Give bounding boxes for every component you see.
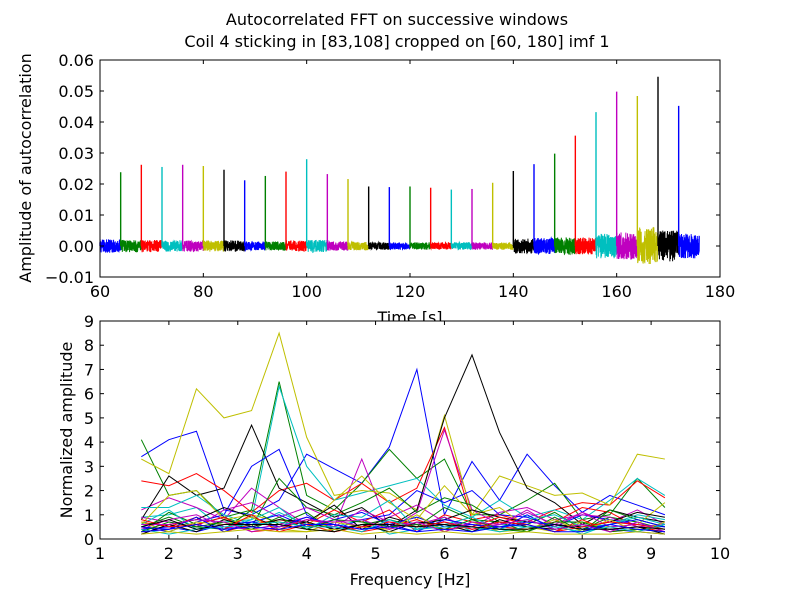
bottom-y-tick-label: 2	[84, 482, 94, 501]
fft-spectrum-line-13	[140, 475, 666, 533]
autocorrelation-window-6	[202, 239, 225, 252]
autocorrelation-window-19	[471, 242, 494, 250]
top-x-tick-label: 100	[291, 282, 322, 301]
top-x-tick-label: 80	[193, 282, 213, 301]
top-y-tick-label: 0.06	[58, 51, 94, 70]
top-y-axis-label: Amplitude of autocorrelation	[16, 53, 35, 282]
bottom-y-tick-label: 8	[84, 336, 94, 355]
bottom-x-tick-label: 6	[439, 544, 449, 563]
autocorrelation-window-22	[533, 236, 556, 256]
bottom-x-tick-label: 1	[95, 544, 105, 563]
autocorrelation-window-28	[657, 230, 680, 262]
bottom-y-axis-label: Normalized amplitude	[57, 342, 76, 519]
autocorrelation-window-17	[430, 241, 452, 251]
top-x-tick-label: 160	[601, 282, 632, 301]
fft-spectrum-line-6	[141, 331, 665, 516]
fft-spectrum-line-27	[141, 528, 665, 535]
fft-spectrum-line-7	[140, 353, 665, 528]
fft-spectrum-line-29	[141, 523, 665, 533]
bottom-plot-background	[100, 321, 720, 539]
autocorrelation-window-27	[636, 226, 659, 264]
top-x-tick-label: 60	[90, 282, 110, 301]
top-y-tick-label: 0.04	[58, 113, 94, 132]
autocorrelation-window-21	[512, 238, 535, 255]
top-x-tick-label: 120	[395, 282, 426, 301]
bottom-y-tick-label: 4	[84, 433, 94, 452]
autocorrelation-window-7	[223, 240, 246, 252]
bottom-plot-series	[140, 331, 666, 535]
top-plot-frame	[99, 59, 721, 278]
autocorrelation-window-8	[244, 240, 266, 253]
fft-spectrum-line-25	[141, 519, 666, 535]
autocorrelation-window-16	[409, 241, 432, 250]
top-subplot: 60 80 100 120 140 160 180 −0.01 0.00 0.01 0.02 0.03…	[16, 51, 735, 327]
autocorrelation-window-18	[450, 240, 473, 251]
top-x-tick-label: 180	[705, 282, 736, 301]
autocorrelation-window-15	[388, 242, 411, 251]
autocorrelation-window-9	[264, 241, 287, 251]
fft-spectrum-line-28	[141, 519, 665, 533]
top-y-tick-label: 0.03	[58, 144, 94, 163]
autocorrelation-window-3	[140, 239, 163, 253]
top-y-tick-label: 0.02	[58, 175, 94, 194]
bottom-x-tick-label: 3	[233, 544, 243, 563]
fft-spectrum-line-8	[141, 448, 665, 533]
bottom-y-tick-label: 3	[84, 457, 94, 476]
top-y-tick-label: 0.01	[58, 206, 94, 225]
autocorrelation-window-23	[554, 237, 576, 256]
autocorrelation-window-11	[306, 239, 328, 254]
bottom-x-tick-label: 10	[710, 544, 730, 563]
fft-spectrum-line-1	[141, 367, 666, 517]
bottom-y-tick-label: 6	[84, 385, 94, 404]
top-plot-ticks: 60 80 100 120 140 160 180 −0.01 0.00 0.01 0.02 0.03…	[45, 51, 735, 301]
autocorrelation-window-12	[326, 239, 349, 251]
bottom-x-tick-label: 9	[646, 544, 656, 563]
autocorrelation-window-20	[492, 242, 514, 251]
top-y-tick-label: −0.01	[45, 268, 94, 287]
autocorrelation-window-13	[347, 240, 370, 251]
autocorrelation-window-14	[368, 240, 390, 251]
chart-title-line2: Coil 4 sticking in [83,108] cropped on […	[184, 32, 609, 51]
bottom-x-tick-label: 5	[370, 544, 380, 563]
top-x-tick-label: 140	[498, 282, 529, 301]
top-y-tick-label: 0.00	[58, 237, 94, 256]
bottom-y-tick-label: 1	[84, 506, 94, 525]
top-plot-series	[99, 76, 700, 264]
bottom-y-tick-label: 9	[84, 312, 94, 331]
autocorrelation-window-10	[285, 240, 308, 253]
autocorrelation-window-5	[182, 239, 204, 253]
autocorrelation-window-25	[595, 233, 618, 259]
bottom-plot-frame	[99, 320, 721, 540]
bottom-x-tick-label: 4	[302, 544, 312, 563]
autocorrelation-window-24	[574, 237, 597, 255]
autocorrelation-window-29	[678, 233, 700, 259]
bottom-x-axis-label: Frequency [Hz]	[350, 570, 471, 589]
bottom-y-tick-label: 0	[84, 530, 94, 549]
bottom-y-tick-label: 5	[84, 409, 94, 428]
autocorrelation-window-4	[161, 239, 184, 252]
bottom-x-tick-label: 7	[508, 544, 518, 563]
bottom-x-tick-label: 8	[577, 544, 587, 563]
bottom-x-tick-label: 2	[164, 544, 174, 563]
bottom-y-tick-label: 7	[84, 360, 94, 379]
chart-title-line1: Autocorrelated FFT on successive windows	[226, 10, 568, 29]
autocorrelation-window-26	[616, 232, 638, 260]
fft-spectrum-line-3	[141, 426, 666, 523]
autocorrelation-window-1	[99, 239, 122, 253]
top-y-tick-label: 0.05	[58, 82, 94, 101]
autocorrelation-window-2	[120, 239, 142, 253]
fft-spectrum-line-11	[141, 494, 665, 535]
